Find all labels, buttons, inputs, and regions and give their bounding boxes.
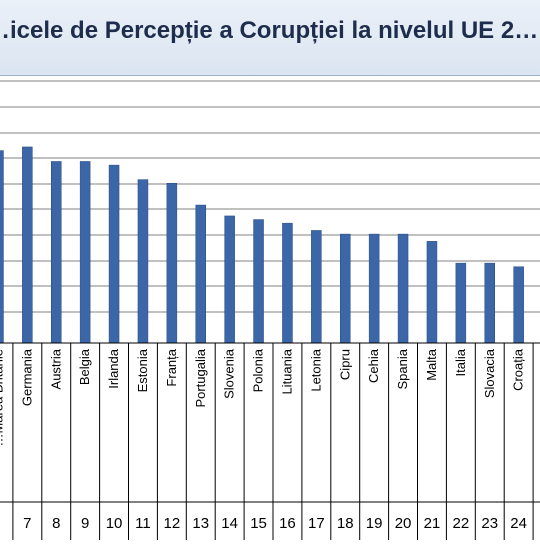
bar — [369, 234, 379, 343]
bar — [138, 180, 148, 343]
category-label: Portugalia — [193, 348, 208, 407]
chart-title: …icele de Percepție a Corupției la nivel… — [0, 17, 540, 57]
bar — [51, 161, 61, 343]
category-label: Cehia — [366, 348, 381, 383]
rank-label: 21 — [424, 515, 441, 532]
bar — [282, 223, 292, 343]
category-label: Letonia — [308, 348, 323, 391]
category-label: Lituania — [279, 348, 294, 394]
rank-label: 17 — [308, 515, 325, 532]
bar — [254, 220, 264, 343]
bar — [0, 151, 3, 343]
category-label: Malta — [424, 348, 439, 381]
plot-area: …Marea Britanie Germania 7 Austria 8 Belgia 9 I… — [0, 75, 540, 540]
category-label: Spania — [395, 348, 410, 389]
rank-label: 18 — [337, 515, 354, 532]
category-label: Estonia — [135, 348, 150, 392]
category-label: Belgia — [77, 348, 92, 385]
bar — [109, 165, 119, 343]
category-label: Franța — [164, 348, 179, 386]
category-label: Slovacia — [482, 348, 497, 398]
rank-label: 16 — [279, 515, 296, 532]
rank-label: 7 — [23, 515, 31, 532]
bar — [456, 263, 466, 343]
chart-title-text: …icele de Percepție a Corupției la nivel… — [0, 17, 538, 45]
rank-label: 8 — [52, 515, 60, 532]
category-label: Slovenia — [222, 348, 237, 399]
category-label: Austria — [48, 348, 63, 389]
rank-label: 13 — [192, 515, 209, 532]
bar — [80, 161, 90, 343]
category-label: Polonia — [251, 348, 266, 392]
category-label: …Marea Britanie — [0, 349, 5, 447]
title-band: …icele de Percepție a Corupției la nivel… — [0, 0, 540, 76]
rank-label: 19 — [366, 515, 383, 532]
rank-label: 20 — [395, 515, 412, 532]
category-label: Cipru — [337, 349, 352, 380]
bar — [22, 147, 32, 343]
category-label: Croația — [511, 348, 526, 391]
bar — [311, 230, 321, 343]
category-label: Italia — [453, 348, 468, 376]
category-label: Irlanda — [106, 348, 121, 389]
rank-label: 24 — [510, 515, 527, 532]
bar-chart: …Marea Britanie Germania 7 Austria 8 Belgia 9 I… — [0, 75, 540, 540]
bar — [167, 183, 177, 343]
rank-label: 9 — [81, 515, 89, 532]
rank-label: 22 — [453, 515, 470, 532]
rank-label: 15 — [250, 515, 267, 532]
category-label: Germania — [19, 348, 34, 406]
rank-label: 10 — [106, 515, 123, 532]
bar — [398, 234, 408, 343]
rank-label: 12 — [164, 515, 181, 532]
rank-label: 11 — [135, 515, 151, 532]
bar — [225, 216, 235, 343]
rank-label: 23 — [481, 515, 498, 532]
bar — [485, 263, 495, 343]
rank-label: 14 — [221, 515, 238, 532]
bar — [514, 267, 524, 343]
bar — [427, 241, 437, 343]
bar — [196, 205, 206, 343]
bar — [340, 234, 350, 343]
